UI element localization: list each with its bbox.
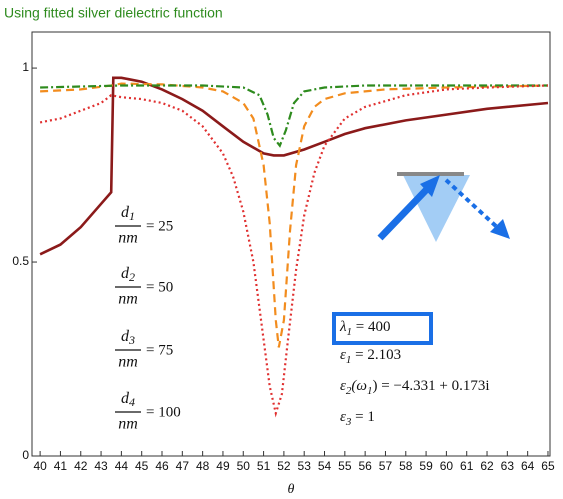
y-tick-label: 0 — [22, 448, 29, 462]
subscript: 2 — [346, 385, 352, 397]
x-tick-label: 60 — [440, 459, 454, 473]
y-tick-label: 1 — [22, 60, 29, 74]
prism-diagram — [377, 172, 510, 242]
subscript: 1 — [346, 354, 352, 366]
x-axis-label: θ — [288, 482, 295, 497]
subscript: 4 — [129, 395, 135, 409]
reflected-arrow — [444, 178, 500, 230]
x-tick-label: 56 — [358, 459, 372, 473]
chart-title: Using fitted silver dielectric function — [4, 5, 223, 21]
x-tick-label: 45 — [135, 459, 149, 473]
subscript: 1 — [367, 385, 373, 397]
subscript: 1 — [347, 326, 353, 338]
x-tick-label: 44 — [115, 459, 129, 473]
thickness-value: = 50 — [146, 279, 173, 295]
x-tick-label: 50 — [237, 459, 251, 473]
fraction-numerator: d2 — [121, 265, 135, 284]
x-tick-label: 46 — [155, 459, 169, 473]
subscript: 1 — [129, 209, 135, 223]
x-tick-label: 55 — [338, 459, 352, 473]
fraction-numerator: d3 — [121, 328, 135, 347]
x-tick-label: 52 — [277, 459, 291, 473]
annotation: ε1 = 2.103 — [340, 347, 401, 365]
value: = 2.103 — [351, 347, 401, 363]
annotation: λ1 = 400 — [339, 319, 390, 337]
x-tick-label: 63 — [501, 459, 515, 473]
x-tick-label: 59 — [419, 459, 433, 473]
highlight-box — [332, 312, 433, 345]
symbol: ε — [340, 409, 346, 425]
fraction-numerator: d4 — [121, 390, 135, 409]
reflected-arrowhead — [490, 219, 510, 239]
fraction-denominator: nm — [118, 291, 138, 308]
value: = 1 — [351, 409, 374, 425]
series-line — [39, 76, 549, 256]
fraction-denominator: nm — [118, 230, 138, 247]
x-tick-label: 42 — [74, 459, 88, 473]
subscript: 3 — [345, 416, 352, 428]
y-tick-label: 0.5 — [12, 254, 29, 268]
symbol: λ — [339, 319, 347, 335]
series-line — [40, 82, 549, 348]
x-tick-label: 62 — [480, 459, 494, 473]
fraction-denominator: nm — [118, 416, 138, 433]
value: ) = −4.331 + 0.173i — [373, 378, 490, 394]
x-tick-label: 54 — [318, 459, 332, 473]
symbol: ε — [340, 378, 346, 394]
subscript: 3 — [128, 333, 135, 347]
thickness-value: = 75 — [146, 342, 173, 358]
x-tick-label: 41 — [54, 459, 68, 473]
value: = 400 — [352, 319, 390, 335]
fraction-denominator: nm — [118, 354, 138, 371]
incident-arrowhead — [420, 175, 440, 197]
x-tick-label: 65 — [541, 459, 555, 473]
symbol: d — [121, 265, 130, 282]
x-tick-label: 58 — [399, 459, 413, 473]
x-tick-label: 61 — [460, 459, 474, 473]
x-tick-label: 57 — [379, 459, 393, 473]
series-line — [39, 84, 549, 418]
x-tick-label: 47 — [176, 459, 190, 473]
argument: (ω — [351, 378, 367, 394]
symbol: d — [121, 204, 130, 221]
symbol: ε — [340, 347, 346, 363]
x-tick-label: 48 — [196, 459, 210, 473]
thickness-value: = 100 — [146, 404, 181, 420]
x-tick-label: 53 — [298, 459, 312, 473]
incident-arrow — [377, 185, 431, 241]
thickness-value: = 25 — [146, 218, 173, 234]
x-tick-label: 40 — [33, 459, 47, 473]
annotation: ε2(ω1) = −4.331 + 0.173i — [340, 378, 490, 396]
x-tick-label: 49 — [216, 459, 230, 473]
plot-frame — [31, 31, 551, 457]
x-tick-label: 51 — [257, 459, 271, 473]
symbol: d — [121, 328, 130, 345]
symbol: d — [121, 390, 130, 407]
series-line — [40, 84, 548, 148]
annotation: ε3 = 1 — [340, 409, 375, 427]
subscript: 2 — [129, 270, 135, 284]
fraction-numerator: d1 — [121, 204, 135, 223]
x-tick-label: 64 — [521, 459, 535, 473]
x-tick-label: 43 — [94, 459, 108, 473]
